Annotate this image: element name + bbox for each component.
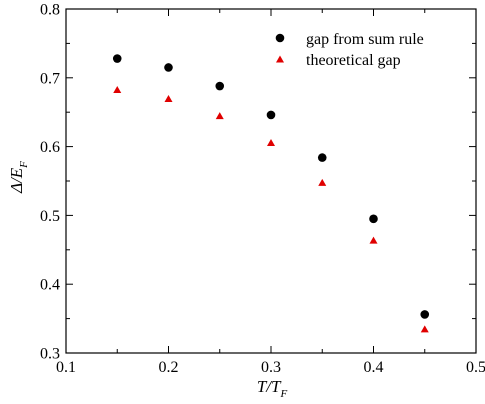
point-theoretical-gap: [267, 138, 275, 146]
x-tick-label: 0.2: [159, 359, 179, 376]
y-axis-label-main: Δ/E: [7, 167, 26, 194]
y-axis-label-subscript: F: [18, 161, 30, 169]
y-tick-label: 0.3: [40, 346, 60, 363]
x-axis-label: T/TF: [257, 377, 288, 400]
axes-layer: 0.1 0.2 0.3 0.4 0.5 0.3 0.4 0.5 0.6 0.7 0.8: [40, 2, 485, 377]
y-axis-label: Δ/EF: [7, 161, 30, 194]
point-gap-from-sum-rule: [369, 214, 378, 224]
y-tick-label: 0.6: [40, 139, 60, 156]
point-gap-from-sum-rule: [317, 153, 327, 162]
point-gap-from-sum-rule: [420, 310, 430, 319]
point-theoretical-gap: [369, 236, 378, 244]
legend-marker-gap-from-sum-rule: [275, 33, 285, 43]
x-tick-label: 0.4: [364, 359, 384, 376]
y-tick-label: 0.7: [40, 70, 60, 87]
data-marks: [112, 54, 430, 333]
plot-frame: [65, 8, 477, 354]
x-tick-label: 0.3: [261, 359, 281, 376]
point-theoretical-gap: [420, 325, 429, 333]
legend: gap from sum rule theoretical gap: [275, 31, 424, 69]
point-theoretical-gap: [113, 85, 122, 93]
x-axis-label-main: T/T: [257, 377, 282, 396]
point-gap-from-sum-rule: [112, 54, 122, 63]
x-axis-label-subscript: F: [279, 388, 287, 400]
y-tick-label: 0.8: [40, 2, 60, 19]
point-theoretical-gap: [318, 178, 327, 186]
x-tick-label: 0.1: [56, 359, 76, 376]
legend-marker-theoretical-gap: [276, 55, 284, 63]
point-gap-from-sum-rule: [266, 110, 276, 120]
x-tick-label: 0.5: [466, 359, 485, 376]
point-theoretical-gap: [215, 112, 224, 120]
legend-label-gap-from-sum-rule: gap from sum rule: [306, 31, 424, 48]
y-tick-label: 0.4: [40, 277, 60, 294]
legend-label-theoretical-gap: theoretical gap: [306, 52, 401, 69]
point-gap-from-sum-rule: [164, 63, 173, 72]
point-theoretical-gap: [164, 94, 173, 102]
point-gap-from-sum-rule: [215, 81, 225, 91]
y-tick-label: 0.5: [40, 208, 60, 225]
